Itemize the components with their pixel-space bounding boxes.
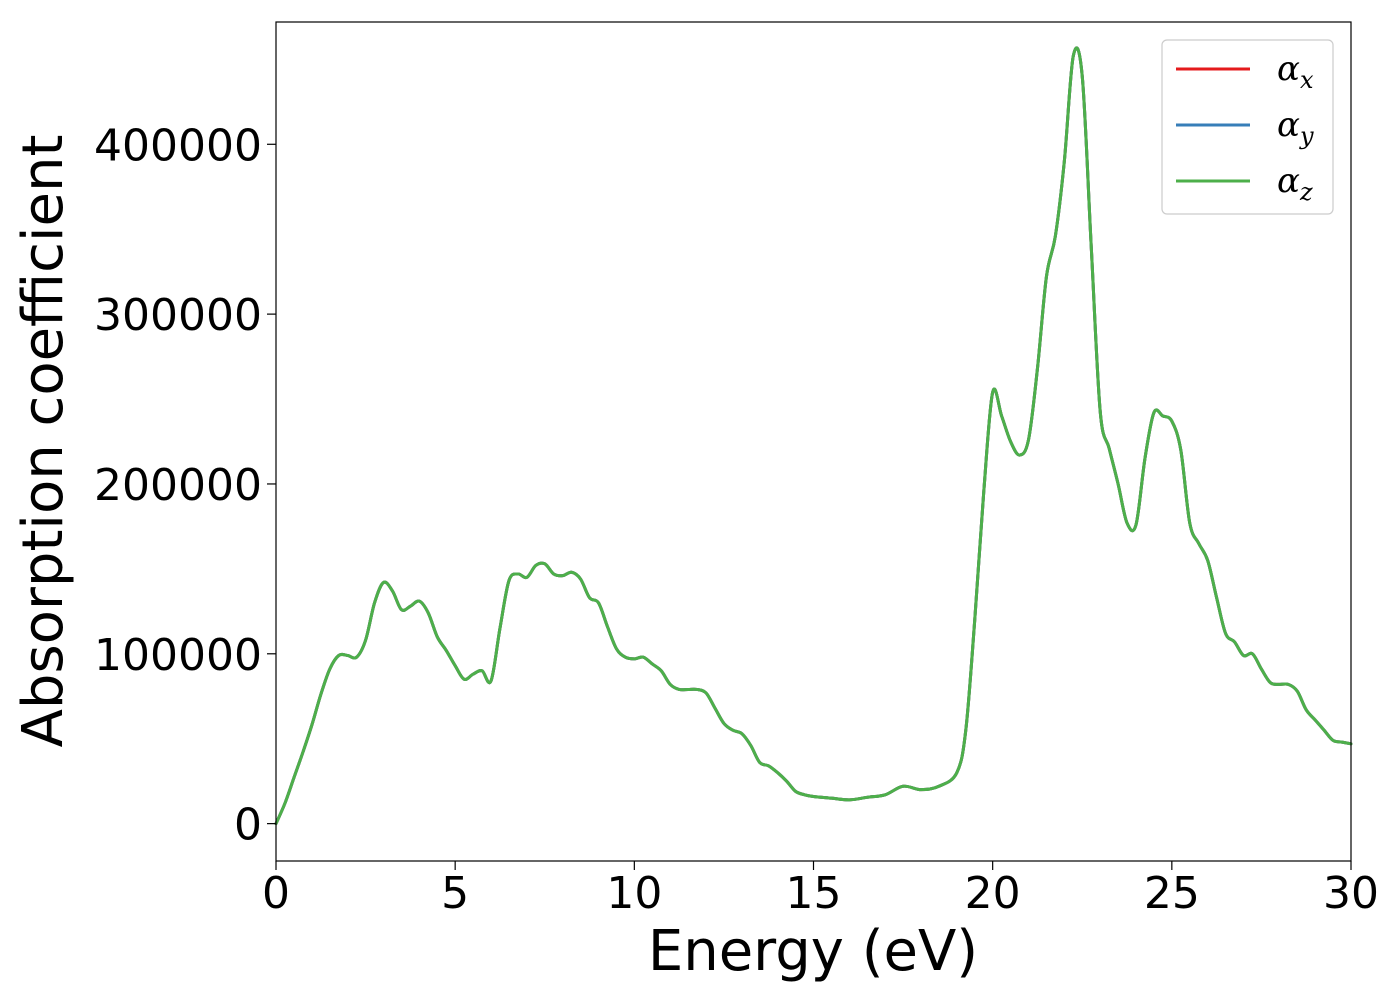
x-axis-label: Energy (eV) xyxy=(648,919,978,984)
x-tick-label: 10 xyxy=(606,868,662,919)
x-tick-label: 20 xyxy=(965,868,1021,919)
y-tick-label: 300000 xyxy=(94,290,262,341)
x-tick-label: 0 xyxy=(262,868,290,919)
y-tick-label: 200000 xyxy=(94,460,262,511)
x-tick-label: 30 xyxy=(1323,868,1379,919)
y-tick-label: 400000 xyxy=(94,120,262,171)
x-axis-ticks: 0 5 10 15 20 25 30 xyxy=(262,861,1379,919)
x-tick-label: 5 xyxy=(441,868,469,919)
legend-box xyxy=(1161,39,1334,215)
y-tick-label: 100000 xyxy=(94,630,262,681)
x-tick-label: 15 xyxy=(786,868,842,919)
y-axis-ticks: 0 100000 200000 300000 400000 xyxy=(94,120,276,851)
series-line-z xyxy=(274,46,1353,826)
y-tick-label: 0 xyxy=(234,800,262,851)
x-tick-label: 25 xyxy=(1144,868,1200,919)
y-axis-label: Absorption coefficient xyxy=(11,135,76,748)
series-layer xyxy=(274,46,1353,826)
